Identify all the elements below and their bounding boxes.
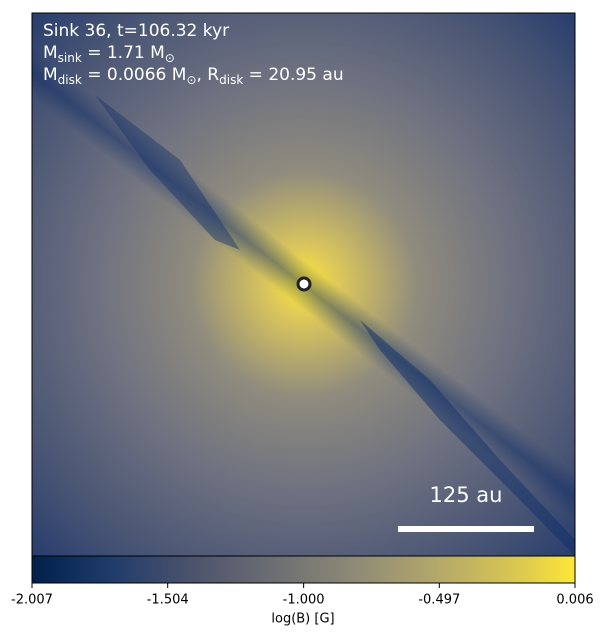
colorbar-tick-label: -1.504 xyxy=(147,593,189,608)
field-image xyxy=(32,13,575,556)
annotation-text: , R xyxy=(197,65,220,85)
annotation: Sink 36, t=106.32 kyr xyxy=(43,21,229,41)
colorbar-tick-label: -2.007 xyxy=(11,593,53,608)
annotation-text: Sink 36, t=106.32 kyr xyxy=(43,21,229,41)
scale-bar-label: 125 au xyxy=(430,483,503,507)
annotation-subscript: disk xyxy=(58,73,82,87)
annotation-text: = 0.0066 M xyxy=(82,65,187,85)
colorbar-tick-label: -0.497 xyxy=(418,593,460,608)
annotation-text: M xyxy=(43,43,58,63)
colorbar-tick-label: 0.006 xyxy=(556,593,593,608)
annotation-subscript: disk xyxy=(219,73,243,87)
annotation-subscript: sink xyxy=(58,51,82,65)
annotation-subscript: ⊙ xyxy=(186,73,196,87)
colorbar-tick-label: -1.000 xyxy=(283,593,325,608)
annotation-text: = 20.95 au xyxy=(243,65,343,85)
annotation: Msink = 1.71 M⊙ xyxy=(43,43,175,65)
sink-marker xyxy=(296,276,312,292)
annotation-text: M xyxy=(43,65,58,85)
colorbar-label: log(B) [G] xyxy=(271,612,334,627)
annotation: Mdisk = 0.0066 M⊙, Rdisk = 20.95 au xyxy=(43,65,344,87)
colorbar xyxy=(31,555,576,584)
annotation-subscript: ⊙ xyxy=(165,51,175,65)
annotation-text: = 1.71 M xyxy=(82,43,165,63)
